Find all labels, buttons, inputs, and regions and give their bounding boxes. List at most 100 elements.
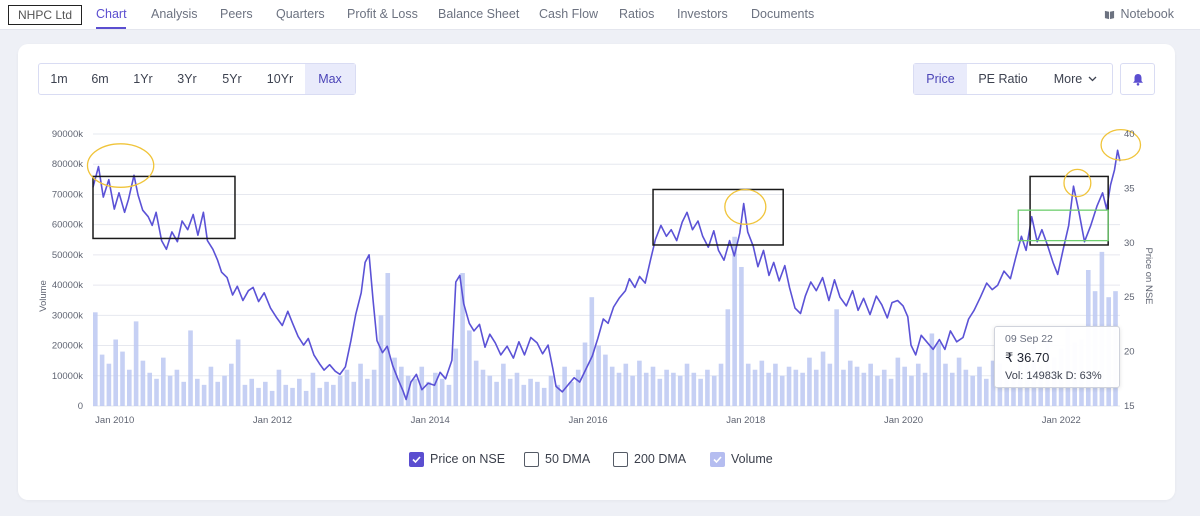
volume-bar (337, 375, 343, 406)
volume-bar (392, 357, 397, 406)
volume-bar (235, 339, 241, 406)
volume-bar (970, 375, 975, 406)
volume-bar (698, 378, 703, 406)
volume-bar (133, 321, 139, 406)
checkbox-checked-icon[interactable] (710, 451, 725, 467)
volume-bar (691, 372, 697, 406)
volume-bar (371, 369, 377, 406)
volume-bar (575, 369, 581, 406)
volume-bar (419, 366, 425, 406)
volume-bar (596, 345, 601, 406)
volume-bar (793, 369, 799, 406)
tab-balance-sheet[interactable]: Balance Sheet (438, 7, 520, 21)
legend-200dma[interactable]: 200 DMA (613, 450, 686, 468)
volume-bar (902, 366, 907, 406)
range-5yr[interactable]: 5Yr (222, 72, 242, 86)
volume-bar (161, 357, 166, 406)
y-left-tick-label: 70000k (52, 189, 83, 200)
legend-50dma[interactable]: 50 DMA (524, 450, 590, 468)
yellow-annotation-ellipse (1063, 168, 1092, 198)
volume-bar (229, 363, 234, 406)
y-right-tick-label: 40 (1124, 129, 1135, 140)
y-right-tick-labels: 15 20 25 30 35 40 (1124, 129, 1135, 412)
volume-bar (548, 375, 554, 406)
y-left-tick-label: 0 (78, 401, 83, 412)
green-annotation-box (1017, 209, 1109, 242)
volume-bar (528, 378, 533, 406)
metric-more-dropdown[interactable]: More (1039, 64, 1112, 94)
metric-pe-ratio[interactable]: PE Ratio (978, 72, 1028, 86)
x-tick-label: Jan 2020 (884, 415, 923, 426)
volume-bar (657, 378, 663, 406)
tab-quarters[interactable]: Quarters (276, 7, 325, 21)
volume-bar (786, 366, 792, 406)
tab-ratios[interactable]: Ratios (619, 7, 655, 21)
volume-bar (813, 369, 819, 406)
alert-button[interactable] (1120, 63, 1155, 95)
volume-bar (820, 351, 826, 406)
volume-bar (630, 375, 635, 406)
tab-cash-flow[interactable]: Cash Flow (539, 7, 599, 21)
volume-bar (569, 381, 574, 406)
volume-bar (487, 375, 493, 406)
volume-bar (201, 384, 207, 406)
volume-bar (113, 339, 118, 406)
volume-bar (208, 366, 214, 406)
volume-bar (467, 330, 472, 406)
volume-bar (684, 363, 690, 406)
range-6m[interactable]: 6m (91, 72, 109, 86)
y-right-tick-label: 30 (1124, 238, 1135, 249)
legend-price[interactable]: Price on NSE (409, 450, 505, 468)
tooltip-price: ₹ 36.70 (1005, 350, 1050, 365)
volume-bar (861, 372, 867, 406)
y-right-axis-title: Price on NSE (1143, 247, 1154, 304)
tab-chart[interactable]: Chart (96, 7, 127, 21)
metric-price[interactable]: Price (914, 64, 967, 94)
volume-bar (344, 369, 350, 406)
volume-bar (834, 309, 839, 406)
y-left-tick-label: 60000k (52, 220, 83, 231)
volume-bar (269, 390, 275, 406)
checkbox-unchecked-icon[interactable] (613, 451, 628, 467)
volume-bar (385, 273, 391, 406)
volume-bar (514, 372, 520, 406)
legend-volume[interactable]: Volume (710, 450, 773, 468)
volume-bar (501, 363, 506, 406)
volume-bar (120, 351, 125, 406)
volume-bar (303, 390, 309, 406)
tooltip-volume: Vol: 14983k D: 63% (1005, 370, 1109, 382)
x-tick-labels: Jan 2010 Jan 2012 Jan 2014 Jan 2016 Jan 2018… (95, 415, 1081, 426)
volume-bar (99, 354, 105, 406)
range-10yr[interactable]: 10Yr (266, 72, 294, 86)
volume-bar (195, 378, 200, 406)
tab-analysis[interactable]: Analysis (151, 7, 198, 21)
y-left-tick-label: 30000k (52, 310, 83, 321)
volume-bar (847, 360, 853, 406)
volume-bar (739, 266, 744, 406)
volume-bar (616, 372, 622, 406)
tab-peers[interactable]: Peers (220, 7, 253, 21)
volume-bar (582, 342, 588, 406)
volume-bar (521, 384, 527, 406)
volume-bar (915, 363, 921, 406)
volume-bar (725, 309, 731, 406)
tab-investors[interactable]: Investors (677, 7, 728, 21)
checkbox-checked-icon[interactable] (409, 451, 424, 467)
range-1m[interactable]: 1m (50, 72, 68, 86)
tab-documents[interactable]: Documents (751, 7, 815, 21)
checkbox-unchecked-icon[interactable] (524, 451, 539, 467)
y-left-tick-label: 10000k (52, 371, 83, 382)
notebook-link[interactable]: Notebook (1104, 7, 1174, 21)
notebook-label: Notebook (1120, 7, 1174, 21)
volume-bar (827, 363, 833, 406)
price-volume-chart[interactable]: 0 10000k 20000k 30000k 40000k 50000k 60000k 700… (18, 44, 1175, 444)
range-3yr[interactable]: 3Yr (177, 72, 197, 86)
volume-bar (412, 378, 418, 406)
top-nav: NHPC Ltd Chart Analysis Peers Quarters P… (0, 0, 1200, 30)
volume-bar (174, 369, 180, 406)
range-max[interactable]: Max (305, 64, 355, 94)
volume-bar (766, 372, 771, 406)
volume-bar (127, 369, 132, 406)
range-1yr[interactable]: 1Yr (133, 72, 153, 86)
tab-profit-loss[interactable]: Profit & Loss (347, 7, 418, 21)
